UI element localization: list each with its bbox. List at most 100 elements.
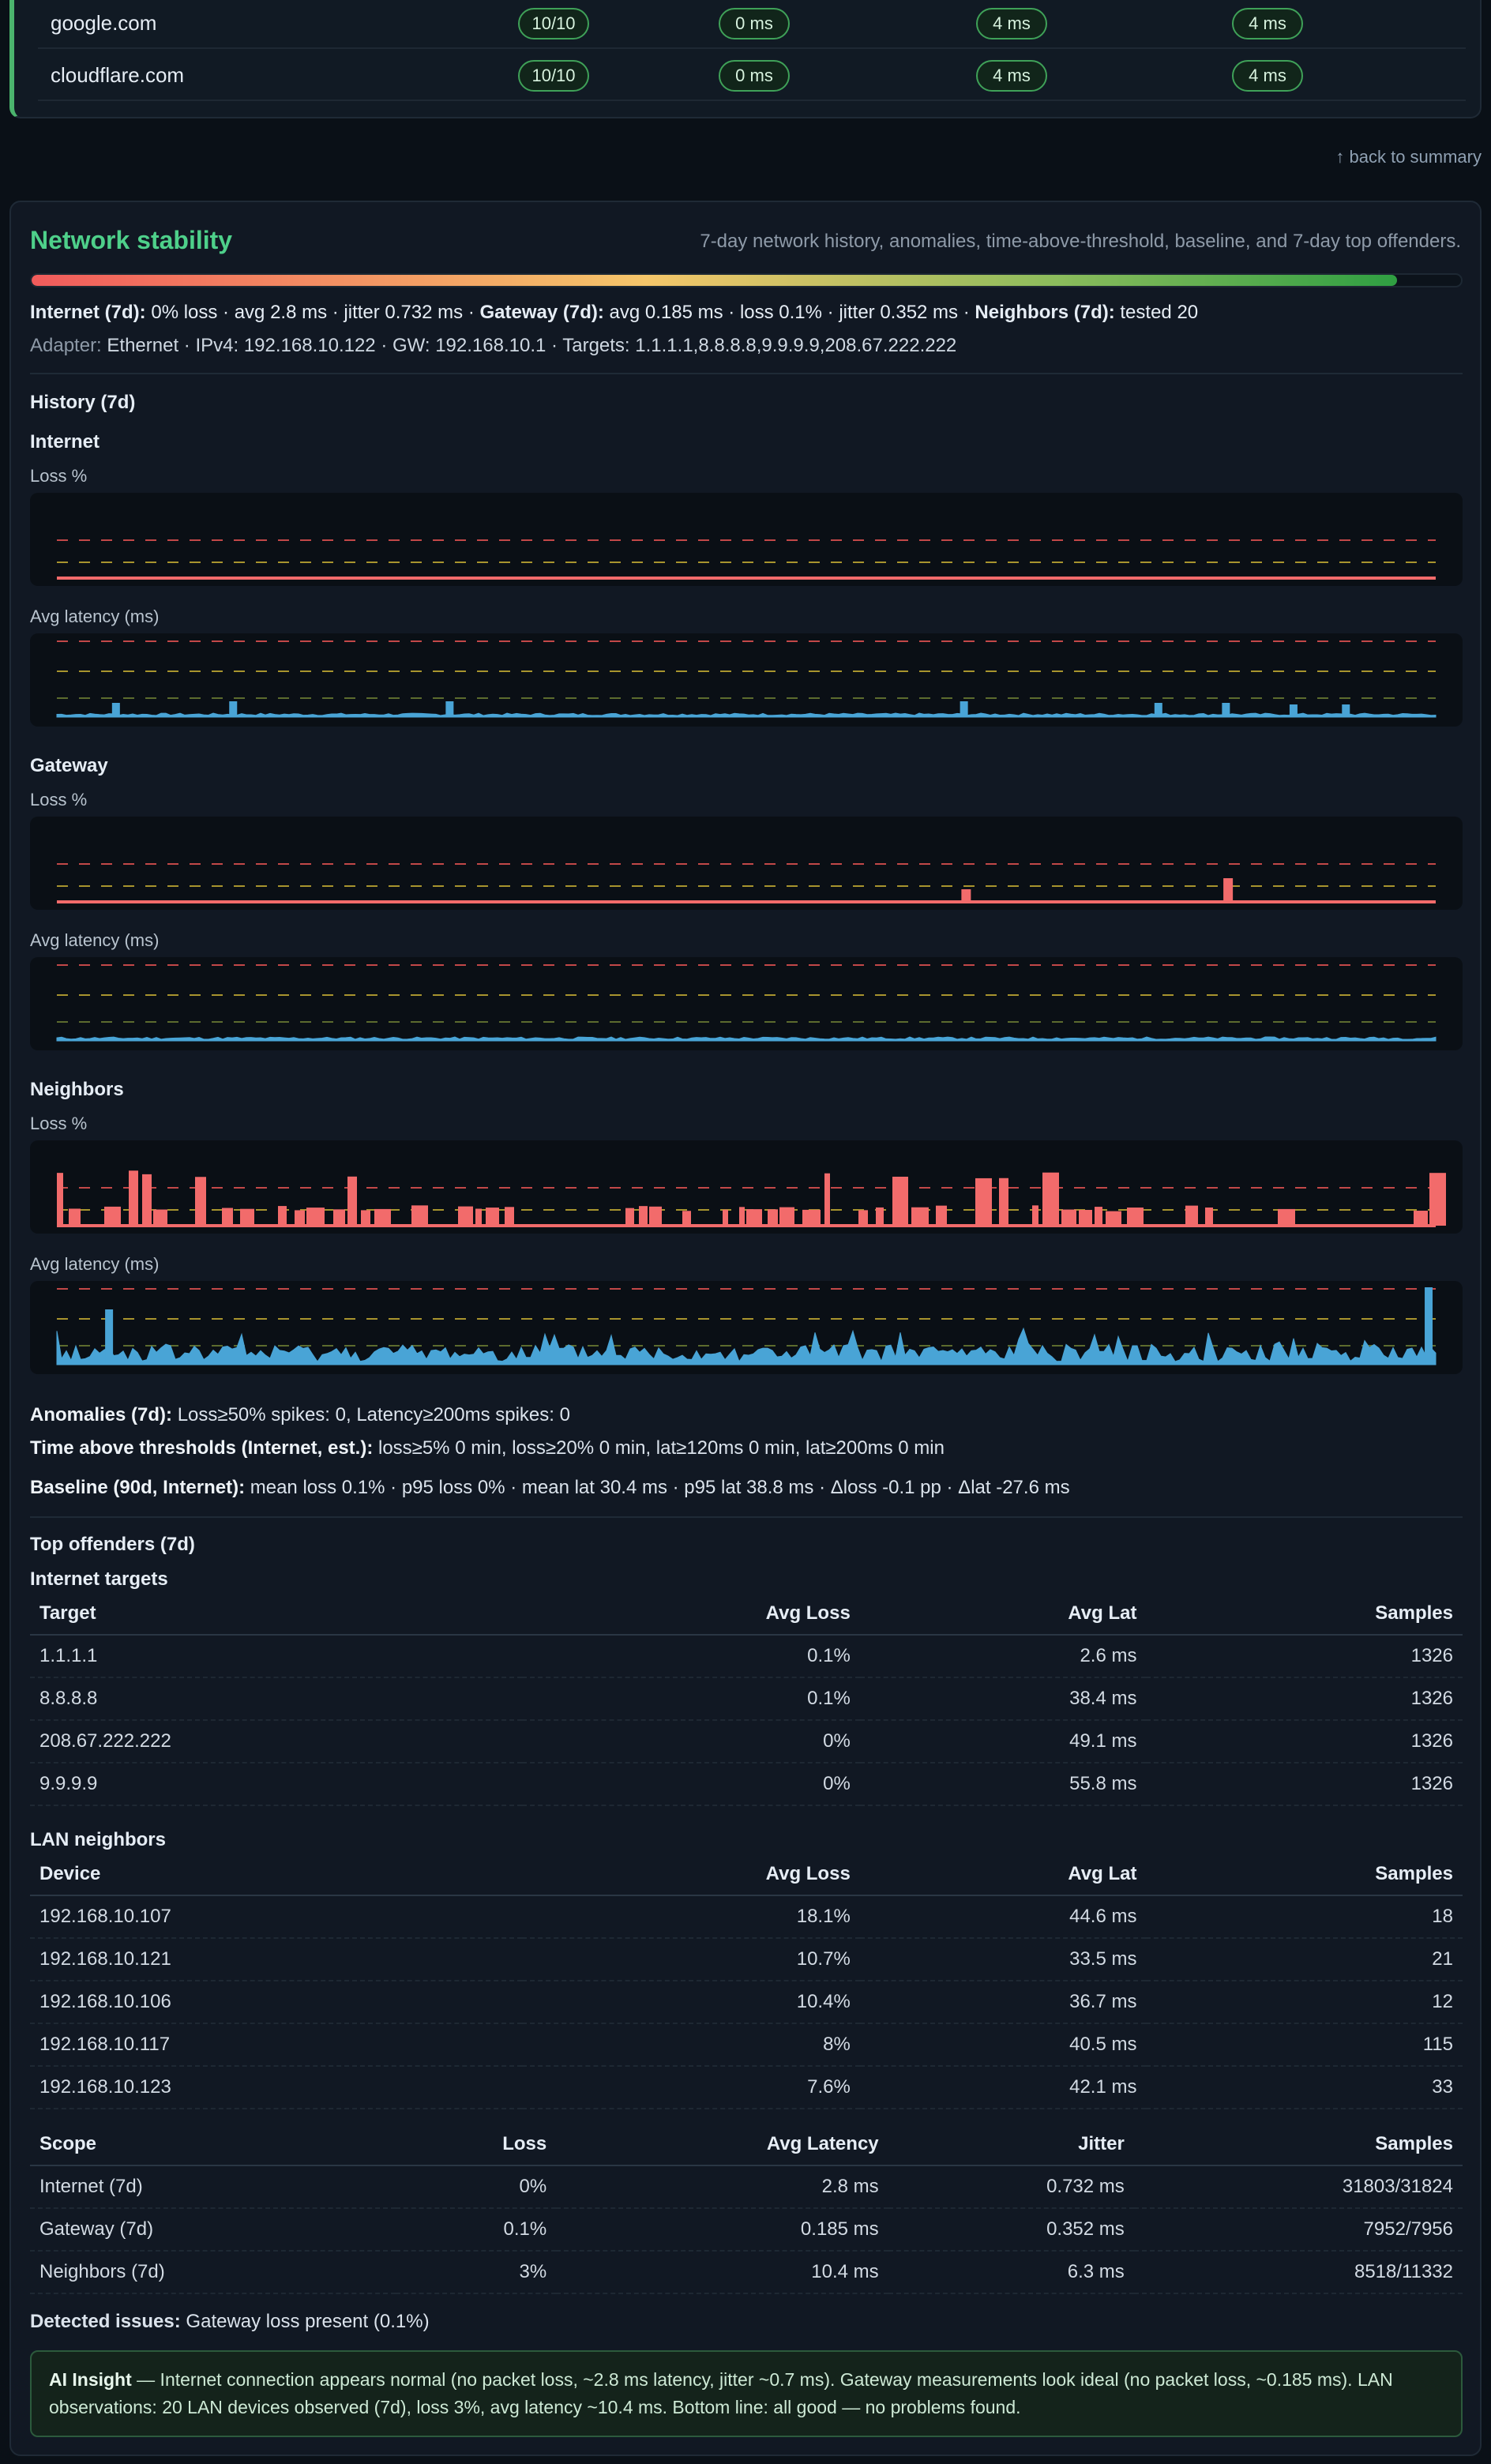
latency-area [56,712,1437,718]
table-cell: 49.1 ms [859,1720,1147,1763]
table-row: 192.168.10.121 10.7% 33.5 ms 21 [30,1938,1463,1981]
target-cell: 1.1.1.1 [30,1635,522,1678]
table-header-row: Scope Loss Avg Latency Jitter Samples [30,2123,1463,2166]
gateway-loss-svg [57,863,1436,903]
scope-cell: Internet (7d) [30,2165,396,2209]
col-header-loss: Loss [396,2123,557,2166]
device-cell: 192.168.10.107 [30,1895,522,1939]
section-title: Network stability [30,226,233,254]
internet-group-title: Internet [30,431,100,453]
latency-spike [111,703,120,717]
table-row: 8.8.8.8 0.1% 38.4 ms 1326 [30,1677,1463,1721]
table-cell: 2.8 ms [556,2165,888,2209]
loss-bar [768,1209,778,1226]
loss-bar [1205,1208,1213,1226]
ping-row: cloudflare.com 10/10 0 ms 4 ms 4 ms [38,51,1466,101]
table-cell: 18.1% [521,1895,860,1939]
latency-spike [1289,704,1298,717]
loss-bar [649,1206,662,1226]
table-cell: 36.7 ms [859,1981,1147,2024]
latency-area [56,1036,1437,1042]
loss-bar [104,1206,121,1226]
divider [30,373,1463,374]
loss-bar [858,1210,868,1226]
loss-bar [458,1206,473,1226]
loss-bar [69,1208,81,1226]
anomalies-label: Anomalies (7d): [30,1404,173,1425]
device-cell: 192.168.10.117 [30,2023,522,2067]
loss-bar [306,1208,325,1226]
table-cell: 8518/11332 [1133,2251,1463,2294]
back-to-summary-link[interactable]: ↑ back to summary [1335,147,1482,167]
neighbors-latency-svg [56,1287,1437,1365]
loss-bar [295,1210,305,1226]
table-cell: 21 [1146,1938,1463,1981]
adapter-label: Adapter: [30,335,102,356]
table-cell: 8% [521,2023,860,2067]
table-cell: 42.1 ms [859,2066,1147,2109]
table-cell: 10.7% [521,1938,860,1981]
summary-internet-text: 0% loss · avg 2.8 ms · jitter 0.732 ms · [151,302,475,323]
device-cell: 192.168.10.123 [30,2066,522,2109]
detected-issues-line: Detected issues: Gateway loss present (0… [30,2311,430,2333]
ping-max-badge: 4 ms [1232,60,1303,92]
col-header-avg-latency: Avg Latency [556,2123,888,2166]
anomalies-text: Loss≥50% spikes: 0, Latency≥200ms spikes… [177,1404,570,1425]
loss-bar [625,1208,634,1226]
col-header-scope: Scope [30,2123,396,2166]
table-cell: 3% [396,2251,557,2294]
gateway-group-title: Gateway [30,755,108,776]
loss-bar [153,1209,167,1226]
neighbors-latency-label: Avg latency (ms) [30,1254,160,1274]
loss-bar [1079,1210,1092,1226]
loss-bar [639,1206,648,1226]
table-cell: 10.4 ms [556,2251,888,2294]
detected-issues-text: Gateway loss present (0.1%) [186,2311,430,2332]
ping-loss-badge: 0 ms [719,60,790,92]
loss-bar [739,1207,745,1226]
adapter-line: Adapter: Ethernet · IPv4: 192.168.10.122… [30,335,956,357]
baseline-label: Baseline (90d, Internet): [30,1477,246,1498]
table-cell: 33 [1146,2066,1463,2109]
baseline-text: mean loss 0.1% · p95 loss 0% · mean lat … [250,1477,1070,1498]
table-header-row: Device Avg Loss Avg Lat Samples [30,1853,1463,1896]
loss-bar [961,889,971,902]
col-header-avg-lat: Avg Lat [859,1853,1147,1896]
ping-max-badge: 4 ms [1232,8,1303,39]
neighbors-loss-svg [57,1170,1446,1227]
internet-latency-label: Avg latency (ms) [30,607,160,626]
target-cell: 9.9.9.9 [30,1763,522,1806]
table-cell: 31803/31824 [1133,2165,1463,2209]
internet-loss-chart [30,493,1463,586]
loss-bar [222,1208,233,1226]
summary-line: Internet (7d): 0% loss · avg 2.8 ms · ji… [30,302,1198,324]
table-cell: 10.4% [521,1981,860,2024]
loss-bar [824,1173,830,1226]
loss-bar [1095,1207,1102,1226]
loss-bar [1032,1205,1038,1226]
loss-bar [892,1176,908,1226]
table-cell: 0% [521,1763,860,1806]
loss-bar [1223,878,1234,902]
loss-bar [374,1208,391,1226]
table-cell: 44.6 ms [859,1895,1147,1939]
col-header-samples: Samples [1133,2123,1463,2166]
health-bar-fill [32,275,1397,286]
scope-cell: Gateway (7d) [30,2208,396,2252]
section-subtitle: 7-day network history, anomalies, time-a… [700,231,1461,252]
loss-bar [57,1173,63,1226]
table-cell: 0.732 ms [888,2165,1134,2209]
col-header-avg-loss: Avg Loss [521,1592,860,1636]
ai-insight-label: AI Insight [49,2369,132,2390]
table-row: 192.168.10.107 18.1% 44.6 ms 18 [30,1895,1463,1939]
loss-bar [129,1170,138,1226]
latency-spike [445,701,454,717]
table-cell: 0% [521,1720,860,1763]
history-title: History (7d) [30,392,136,413]
summary-neighbors-label: Neighbors (7d): [975,302,1115,323]
latency-spike [1154,703,1162,717]
target-cell: 8.8.8.8 [30,1677,522,1721]
ai-insight-box: AI Insight — Internet connection appears… [30,2350,1463,2437]
table-cell: 1326 [1146,1763,1463,1806]
scope-summary-table: Scope Loss Avg Latency Jitter Samples In… [30,2123,1463,2294]
